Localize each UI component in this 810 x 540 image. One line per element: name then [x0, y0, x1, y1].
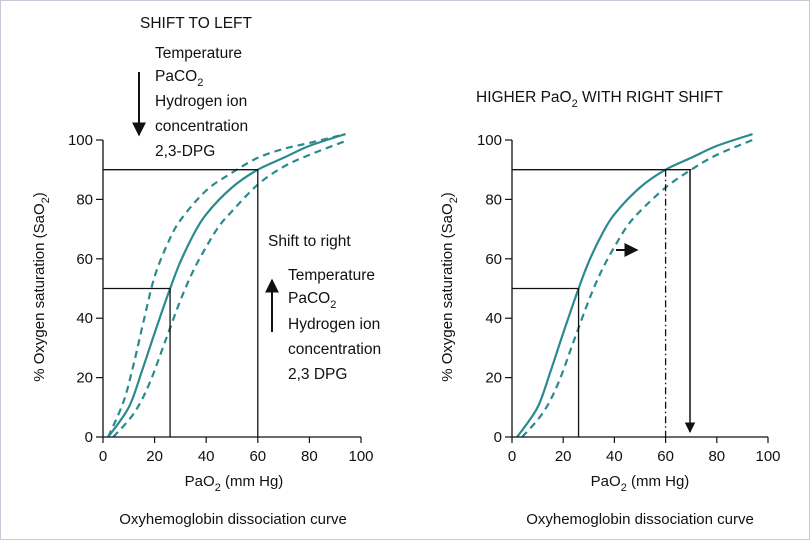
right-chart-title: HIGHER PaO2 WITH RIGHT SHIFT — [476, 89, 723, 110]
left-x-tick-label: 100 — [348, 448, 373, 465]
right-chart: 0 20 40 60 80 100 0 20 40 60 80 100 HIGHER PaO2 WIT… — [439, 89, 781, 528]
left-axes — [102, 140, 361, 438]
left-chart-caption: Oxyhemoglobin dissociation curve — [119, 511, 347, 528]
right-x-tick-label: 60 — [657, 448, 674, 465]
left-annotation-paco2: PaCO2 — [155, 68, 203, 89]
left-ticks: 0 20 40 60 80 100 0 20 40 60 80 100 — [68, 132, 374, 465]
right-x-tick-label: 40 — [606, 448, 623, 465]
left-chart-title: SHIFT TO LEFT — [140, 15, 252, 32]
right-x-tick-label: 100 — [755, 448, 780, 465]
left-y-tick-label: 0 — [85, 429, 93, 446]
right-chart-caption: Oxyhemoglobin dissociation curve — [526, 511, 754, 528]
left-y-tick-label: 100 — [68, 132, 93, 149]
left-guides — [103, 169, 259, 437]
right-annotation-dpg: 2,3 DPG — [288, 366, 347, 383]
shift-to-right-label: Shift to right — [268, 233, 351, 250]
right-annotation-paco2: PaCO2 — [288, 290, 336, 311]
right-y-axis-label: % Oxygen saturation (SaO2) — [439, 192, 460, 382]
left-chart: 0 20 40 60 80 100 0 20 40 60 80 100 SHIFT TO LEFT T… — [31, 15, 381, 528]
left-x-tick-label: 40 — [198, 448, 215, 465]
left-curve-dashed-1 — [107, 133, 346, 438]
left-x-tick-label: 20 — [146, 448, 163, 465]
left-annotation-concentration: concentration — [155, 118, 248, 135]
right-guides — [512, 169, 692, 437]
left-annotation-temperature: Temperature — [155, 45, 242, 62]
right-axes — [511, 140, 768, 438]
left-curve-dashed-2 — [112, 138, 349, 438]
right-y-tick-label: 80 — [485, 191, 502, 208]
right-x-tick-label: 80 — [708, 448, 725, 465]
right-annotation-hydrogen-ion: Hydrogen ion — [288, 316, 380, 333]
left-x-axis-label: PaO2 (mm Hg) — [185, 473, 284, 494]
left-y-tick-label: 20 — [76, 370, 93, 387]
left-annotation-dpg: 2,3-DPG — [155, 143, 215, 160]
right-curve-solid-0 — [516, 133, 753, 438]
right-x-tick-label: 0 — [508, 448, 516, 465]
right-x-tick-label: 20 — [555, 448, 572, 465]
right-ticks: 0 20 40 60 80 100 0 20 40 60 80 100 — [477, 132, 781, 465]
left-x-tick-label: 80 — [301, 448, 318, 465]
right-y-tick-label: 0 — [494, 429, 502, 446]
right-annotation-concentration: concentration — [288, 341, 381, 358]
right-annotation-temperature: Temperature — [288, 267, 375, 284]
right-x-axis-label: PaO2 (mm Hg) — [591, 473, 690, 494]
left-curves — [107, 133, 349, 438]
left-y-axis-label: % Oxygen saturation (SaO2) — [31, 192, 52, 382]
left-x-tick-label: 60 — [249, 448, 266, 465]
right-y-tick-label: 20 — [485, 370, 502, 387]
left-y-tick-label: 80 — [76, 191, 93, 208]
left-curve-solid-0 — [107, 133, 346, 438]
left-y-tick-label: 40 — [76, 310, 93, 327]
right-y-tick-label: 100 — [477, 132, 502, 149]
right-y-tick-label: 60 — [485, 251, 502, 268]
right-curves — [516, 133, 754, 438]
left-y-tick-label: 60 — [76, 251, 93, 268]
right-curve-dashed-1 — [521, 138, 754, 438]
right-y-tick-label: 40 — [485, 310, 502, 327]
left-x-tick-label: 0 — [99, 448, 107, 465]
left-annotation-hydrogen-ion: Hydrogen ion — [155, 93, 247, 110]
